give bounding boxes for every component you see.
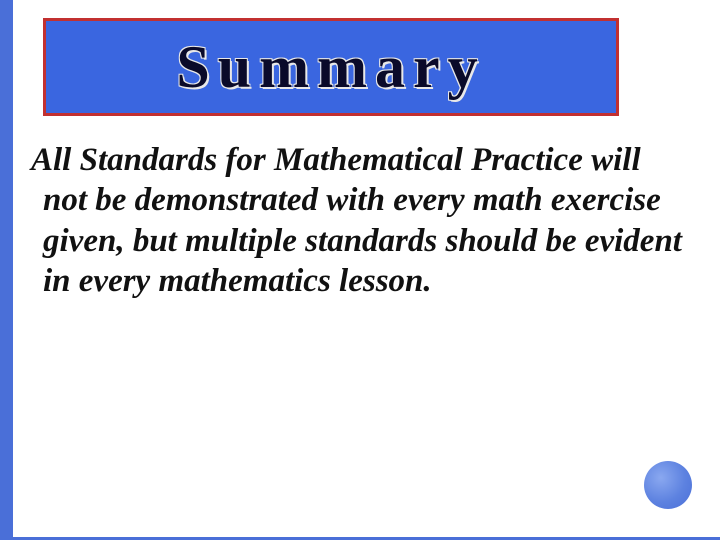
title-box: Summary — [43, 18, 619, 116]
left-accent-stripe — [3, 0, 13, 537]
body-paragraph: All Standards for Mathematical Practice … — [25, 140, 685, 301]
slide-container: Summary All Standards for Mathematical P… — [0, 0, 720, 540]
slide-title: Summary — [176, 33, 485, 102]
decor-circle-icon — [644, 461, 692, 509]
